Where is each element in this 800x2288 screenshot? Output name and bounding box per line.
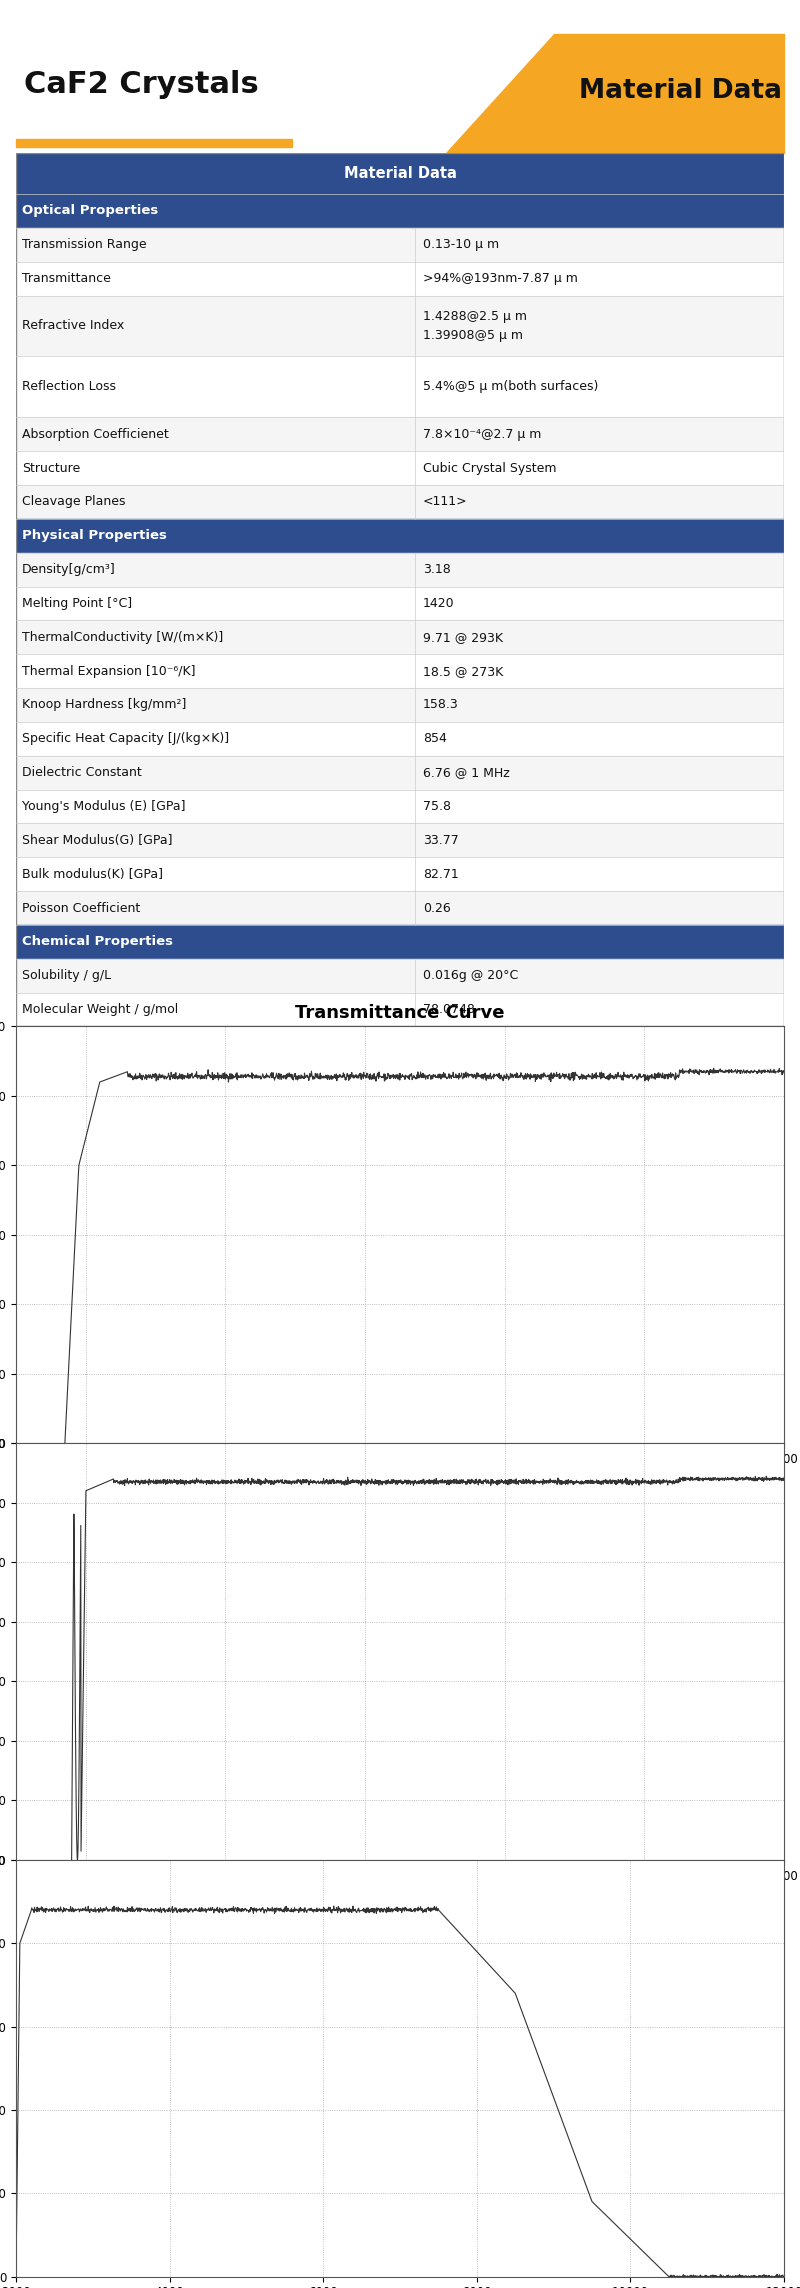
Bar bbox=[16, 723, 784, 755]
Text: 78.0748: 78.0748 bbox=[423, 1002, 475, 1016]
Text: Solubility / g/L: Solubility / g/L bbox=[22, 970, 111, 982]
Text: 3.18: 3.18 bbox=[423, 563, 450, 577]
Text: Young's Modulus (E) [GPa]: Young's Modulus (E) [GPa] bbox=[22, 801, 186, 812]
Text: 1420: 1420 bbox=[423, 597, 454, 611]
Text: Cleavage Planes: Cleavage Planes bbox=[22, 496, 126, 508]
Text: 9.71 @ 293K: 9.71 @ 293K bbox=[423, 631, 503, 643]
Bar bbox=[16, 586, 784, 620]
Text: Bulk modulus(K) [GPa]: Bulk modulus(K) [GPa] bbox=[22, 867, 163, 881]
Bar bbox=[16, 654, 784, 689]
Text: Poisson Coefficient: Poisson Coefficient bbox=[22, 901, 140, 915]
Text: ThermalConductivity [W/(m×K)]: ThermalConductivity [W/(m×K)] bbox=[22, 631, 223, 643]
Text: 6.76 @ 1 MHz: 6.76 @ 1 MHz bbox=[423, 766, 510, 780]
Text: <111>: <111> bbox=[423, 496, 468, 508]
Text: 1.4288@2.5 μ m: 1.4288@2.5 μ m bbox=[423, 311, 527, 323]
Text: 0.26: 0.26 bbox=[423, 901, 450, 915]
Bar bbox=[16, 689, 784, 723]
Text: Material Data: Material Data bbox=[343, 167, 457, 181]
Bar bbox=[16, 924, 784, 959]
Text: 0.13-10 μ m: 0.13-10 μ m bbox=[423, 238, 499, 252]
Text: 1.39908@5 μ m: 1.39908@5 μ m bbox=[423, 329, 523, 341]
Bar bbox=[16, 140, 293, 146]
Text: Reflection Loss: Reflection Loss bbox=[22, 380, 116, 394]
X-axis label: Wavelength / nm: Wavelength / nm bbox=[346, 1888, 454, 1901]
Bar bbox=[16, 153, 784, 194]
Bar bbox=[16, 890, 784, 924]
Bar bbox=[16, 858, 784, 890]
Text: Density[g/cm³]: Density[g/cm³] bbox=[22, 563, 116, 577]
Bar bbox=[16, 993, 784, 1027]
Text: >94%@193nm-7.87 μ m: >94%@193nm-7.87 μ m bbox=[423, 272, 578, 286]
Text: 0.016g @ 20°C: 0.016g @ 20°C bbox=[423, 970, 518, 982]
Bar bbox=[16, 451, 784, 485]
Bar bbox=[16, 357, 784, 416]
X-axis label: Wavelength / nm: Wavelength / nm bbox=[346, 1471, 454, 1485]
Text: 158.3: 158.3 bbox=[423, 698, 458, 712]
Bar bbox=[16, 194, 784, 229]
Bar bbox=[16, 519, 784, 554]
Bar bbox=[16, 554, 784, 586]
Text: Absorption Coefficienet: Absorption Coefficienet bbox=[22, 428, 169, 442]
Text: Structure: Structure bbox=[22, 462, 80, 474]
Text: 7.8×10⁻⁴@2.7 μ m: 7.8×10⁻⁴@2.7 μ m bbox=[423, 428, 542, 442]
Text: 5.4%@5 μ m(both surfaces): 5.4%@5 μ m(both surfaces) bbox=[423, 380, 598, 394]
Text: 33.77: 33.77 bbox=[423, 833, 458, 847]
Text: Melting Point [°C]: Melting Point [°C] bbox=[22, 597, 132, 611]
Bar bbox=[16, 295, 784, 357]
Text: Molecular Weight / g/mol: Molecular Weight / g/mol bbox=[22, 1002, 178, 1016]
Bar bbox=[16, 485, 784, 519]
Bar bbox=[16, 959, 784, 993]
Text: Specific Heat Capacity [J/(kg×K)]: Specific Heat Capacity [J/(kg×K)] bbox=[22, 732, 230, 746]
Bar bbox=[16, 620, 784, 654]
Text: CaF2 Crystals: CaF2 Crystals bbox=[24, 71, 258, 98]
Bar bbox=[16, 824, 784, 858]
Text: Knoop Hardness [kg/mm²]: Knoop Hardness [kg/mm²] bbox=[22, 698, 186, 712]
Bar bbox=[16, 416, 784, 451]
Text: Transmittance: Transmittance bbox=[22, 272, 111, 286]
Text: Physical Properties: Physical Properties bbox=[22, 529, 167, 542]
Text: 82.71: 82.71 bbox=[423, 867, 458, 881]
Text: Cubic Crystal System: Cubic Crystal System bbox=[423, 462, 557, 474]
Polygon shape bbox=[446, 34, 784, 153]
Bar bbox=[16, 789, 784, 824]
Text: Thermal Expansion [10⁻⁶/K]: Thermal Expansion [10⁻⁶/K] bbox=[22, 664, 196, 677]
Bar bbox=[16, 755, 784, 789]
Bar bbox=[16, 261, 784, 295]
Text: Transmission Range: Transmission Range bbox=[22, 238, 146, 252]
Text: 75.8: 75.8 bbox=[423, 801, 451, 812]
Bar bbox=[16, 229, 784, 261]
Text: Chemical Properties: Chemical Properties bbox=[22, 936, 173, 947]
Text: Material Data: Material Data bbox=[579, 78, 782, 105]
Text: Refractive Index: Refractive Index bbox=[22, 320, 124, 332]
Text: Dielectric Constant: Dielectric Constant bbox=[22, 766, 142, 780]
Text: 18.5 @ 273K: 18.5 @ 273K bbox=[423, 664, 503, 677]
Title: Transmittance Curve: Transmittance Curve bbox=[295, 1004, 505, 1023]
Text: Optical Properties: Optical Properties bbox=[22, 204, 158, 217]
Text: 854: 854 bbox=[423, 732, 447, 746]
Text: Shear Modulus(G) [GPa]: Shear Modulus(G) [GPa] bbox=[22, 833, 173, 847]
